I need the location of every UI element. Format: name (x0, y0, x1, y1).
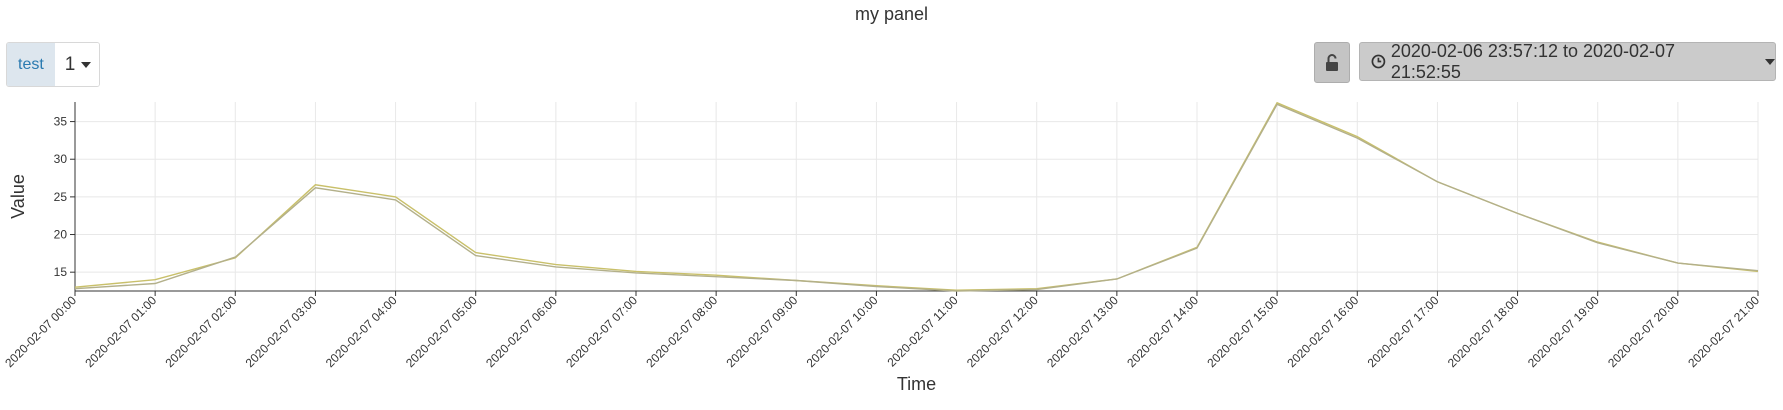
series-line-2 (74, 103, 1759, 292)
x-tick-label: 2020-02-07 08:00 (643, 293, 720, 370)
x-tick-label: 2020-02-07 17:00 (1365, 293, 1442, 370)
x-tick-label: 2020-02-07 16:00 (1285, 293, 1362, 370)
x-tick-label: 2020-02-07 19:00 (1525, 293, 1602, 370)
x-tick-label: 2020-02-07 05:00 (403, 293, 480, 370)
y-tick-label: 35 (54, 115, 68, 129)
x-tick-label: 2020-02-07 00:00 (2, 293, 79, 370)
x-tick-label: 2020-02-07 15:00 (1204, 293, 1281, 370)
chevron-down-icon (1765, 58, 1775, 65)
y-tick-label: 15 (54, 265, 68, 279)
x-tick-label: 2020-02-07 10:00 (804, 293, 881, 370)
x-tick-label: 2020-02-07 20:00 (1605, 293, 1682, 370)
panel-title: my panel (854, 4, 929, 24)
x-tick-label: 2020-02-07 03:00 (243, 293, 320, 370)
x-tick-label: 2020-02-07 18:00 (1445, 293, 1522, 370)
x-tick-label: 2020-02-07 14:00 (1124, 293, 1201, 370)
x-tick-label: 2020-02-07 01:00 (82, 293, 159, 370)
variable-dropdown[interactable]: 1 (54, 43, 100, 86)
time-range-text: 2020-02-06 23:57:12 to 2020-02-07 21:52:… (1390, 40, 1676, 82)
x-tick-label: 2020-02-07 12:00 (964, 293, 1041, 370)
time-range-picker[interactable]: 2020-02-06 23:57:12 to 2020-02-07 21:52:… (1359, 40, 1776, 82)
y-tick-label: 20 (54, 228, 68, 242)
y-tick-label: 30 (54, 152, 68, 166)
variable-value: 1 (64, 53, 76, 75)
x-axis-title: Time (897, 374, 936, 394)
chevron-down-icon (81, 61, 92, 68)
y-axis-title: Value (8, 174, 28, 219)
variable-label: test (7, 43, 55, 86)
y-tick-label: 25 (54, 190, 68, 204)
x-tick-label: 2020-02-07 11:00 (884, 293, 960, 369)
x-tick-label: 2020-02-07 02:00 (163, 293, 240, 370)
x-tick-label: 2020-02-07 21:00 (1685, 293, 1762, 370)
x-tick-label: 2020-02-07 07:00 (563, 293, 640, 370)
template-variable: test 1 (6, 42, 101, 87)
x-tick-label: 2020-02-07 04:00 (323, 293, 400, 370)
x-tick-label: 2020-02-07 13:00 (1044, 293, 1121, 370)
clock-icon (1371, 54, 1386, 69)
unlocked-lock-icon (1326, 53, 1338, 71)
lock-toggle-button[interactable] (1314, 42, 1350, 83)
x-tick-label: 2020-02-07 06:00 (483, 293, 560, 370)
x-tick-label: 2020-02-07 09:00 (724, 293, 801, 370)
